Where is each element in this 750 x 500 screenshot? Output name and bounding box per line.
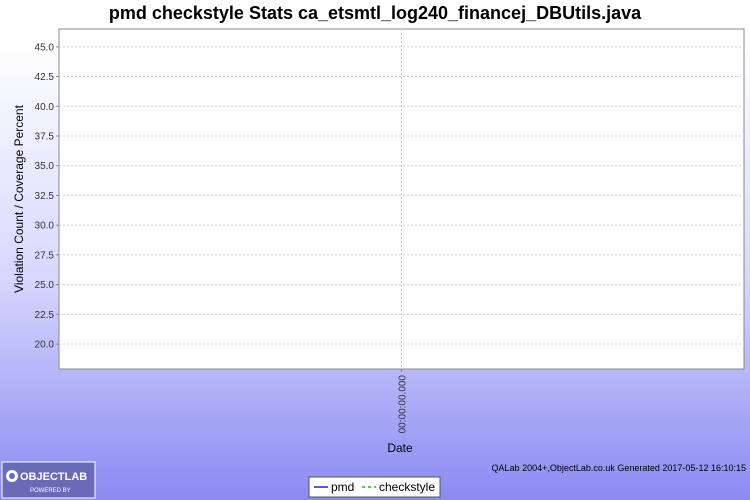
y-tick-label: 42.5 — [35, 72, 55, 83]
y-tick-label: 25.0 — [35, 280, 55, 291]
chart-title: pmd checkstyle Stats ca_etsmtl_log240_fi… — [109, 3, 642, 23]
footer-credit: QALab 2004+,ObjectLab.co.uk Generated 20… — [492, 463, 746, 473]
y-tick-label: 32.5 — [35, 191, 55, 202]
y-tick-label: 40.0 — [35, 102, 55, 113]
y-tick-label: 30.0 — [35, 221, 55, 232]
x-tick-label: 00:00:00.000 — [398, 375, 409, 434]
legend-label-checkstyle: checkstyle — [379, 480, 435, 494]
x-axis-label: Date — [387, 441, 413, 455]
y-axis-ticks: 20.0 22.5 25.0 27.5 30.0 32.5 35.0 37.5 40.0 42.5… — [35, 42, 59, 351]
y-tick-label: 27.5 — [35, 250, 55, 261]
objectlab-logo: OBJECTLAB POWERED BY — [1, 461, 96, 499]
logo-tagline: POWERED BY — [30, 488, 71, 494]
legend: pmd checkstyle — [308, 476, 441, 498]
y-tick-label: 45.0 — [35, 42, 55, 53]
y-tick-label: 20.0 — [35, 340, 55, 351]
y-tick-label: 22.5 — [35, 310, 55, 321]
legend-label-pmd: pmd — [331, 480, 354, 494]
y-tick-label: 35.0 — [35, 161, 55, 172]
x-axis-ticks: 00:00:00.000 — [398, 29, 409, 433]
y-axis-label: Violation Count / Coverage Percent — [12, 104, 26, 293]
logo-name: OBJECTLAB — [20, 471, 87, 483]
y-tick-label: 37.5 — [35, 131, 55, 142]
